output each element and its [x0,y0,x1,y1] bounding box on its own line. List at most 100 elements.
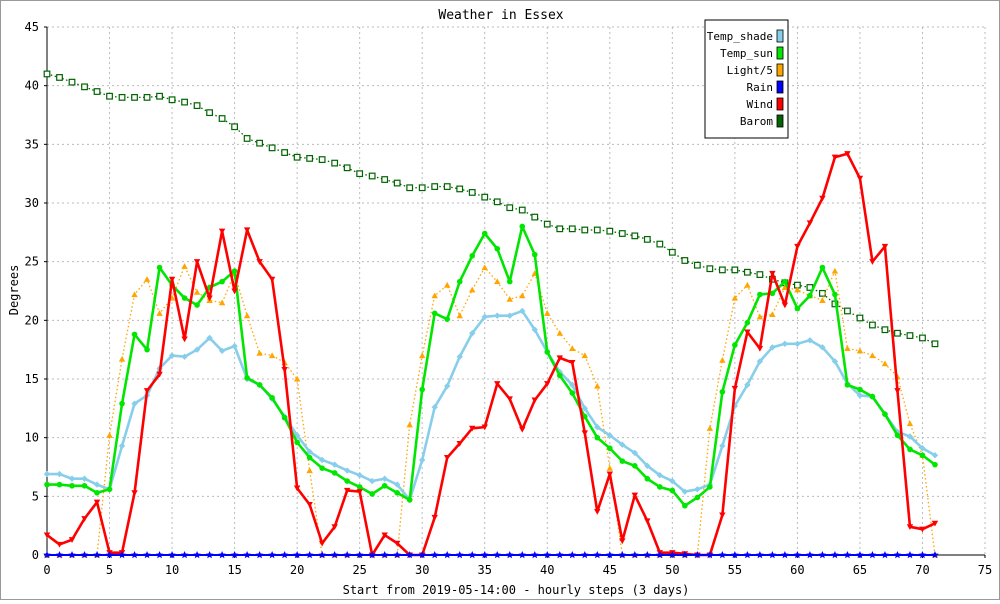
data-point-temp-sun [669,487,676,494]
data-point-barom [668,248,676,256]
data-point-temp-sun [782,278,788,285]
legend-box [704,19,789,139]
data-point-temp-shade [856,392,864,399]
y-tick-label: 35 [25,137,39,151]
data-point-rain [368,551,376,559]
data-point-wind [756,345,764,352]
data-point-rain [343,551,351,559]
data-point-light-5 [856,347,864,354]
data-point-barom [181,98,188,106]
data-point-temp-shade [619,441,626,448]
data-point-temp-shade [431,403,438,411]
data-point-rain [793,551,802,559]
data-point-temp-sun [131,331,138,338]
data-point-light-5 [106,432,113,438]
data-point-rain [893,551,902,559]
data-point-wind [156,371,163,378]
data-point-light-5 [243,312,251,319]
data-point-temp-sun [56,481,63,488]
x-tick-label: 10 [165,563,179,577]
x-tick-label: 5 [106,563,113,577]
data-point-wind [393,540,401,547]
data-point-wind [819,195,826,202]
data-point-temp-shade [218,347,226,355]
data-point-rain [268,551,276,559]
data-point-barom [331,159,339,167]
data-point-light-5 [831,267,839,274]
data-point-barom [743,268,751,276]
data-point-temp-sun [732,342,738,348]
data-point-rain [731,551,739,559]
data-point-temp-shade [481,313,488,321]
data-point-temp-sun [381,482,388,489]
data-point-temp-shade [744,381,751,389]
data-point-temp-sun [757,291,763,298]
data-point-rain [468,551,477,559]
data-point-wind [331,524,338,531]
data-point-temp-shade [419,456,426,464]
data-point-barom [506,204,514,212]
data-point-barom [406,184,414,192]
data-point-light-5 [556,330,563,336]
data-point-temp-sun [444,316,451,322]
data-point-temp-sun [406,497,413,503]
data-point-light-5 [781,284,789,291]
legend-label: Wind [747,98,774,111]
data-point-wind [906,524,914,531]
data-point-barom [456,185,464,193]
data-point-rain [230,551,239,559]
data-point-temp-shade [43,470,51,478]
data-point-temp-shade [831,358,839,365]
data-point-wind [781,302,789,309]
data-point-temp-shade [306,448,313,455]
data-point-rain [843,551,852,559]
data-point-barom [543,220,551,228]
data-point-temp-sun [306,454,313,461]
data-point-temp-sun [269,394,275,401]
data-point-barom [131,93,138,101]
data-point-temp-sun [857,386,863,393]
data-point-temp-sun [144,346,150,353]
series-rain [43,551,939,559]
data-point-rain [393,551,401,559]
data-point-light-5 [481,264,488,271]
x-tick-label: 65 [853,563,867,577]
data-point-rain [455,551,464,559]
data-point-light-5 [406,421,413,428]
data-point-wind [43,532,51,539]
data-point-light-5 [131,291,138,298]
legend-swatch [776,114,784,128]
data-point-light-5 [118,355,126,362]
data-point-temp-sun [69,482,75,489]
data-point-temp-sun [181,295,188,301]
data-point-temp-sun [394,490,400,496]
data-point-barom [68,78,76,86]
data-point-rain [868,551,877,559]
data-point-rain [255,551,264,559]
data-point-barom [706,265,714,273]
data-point-barom [593,226,601,234]
data-point-light-5 [181,263,188,269]
data-point-barom [56,74,63,81]
legend-swatch [776,97,784,111]
data-point-wind [456,440,463,447]
data-point-rain [480,551,489,559]
data-point-rain [606,551,614,559]
data-point-temp-shade [444,382,451,390]
data-point-temp-shade [631,449,639,457]
x-tick-label: 0 [43,563,50,577]
series-wind [43,151,939,559]
data-point-wind [381,532,388,539]
data-point-barom [606,227,614,235]
data-point-barom [368,172,376,180]
data-point-barom [381,176,389,183]
data-point-barom [718,266,726,274]
data-point-wind [881,243,889,250]
data-point-temp-sun [594,434,601,441]
legend-label: Temp_shade [707,30,773,43]
data-point-rain [706,551,714,559]
data-point-wind [356,489,363,495]
data-point-temp-sun [832,291,838,298]
legend-swatch [776,29,784,43]
data-point-rain [105,551,114,559]
